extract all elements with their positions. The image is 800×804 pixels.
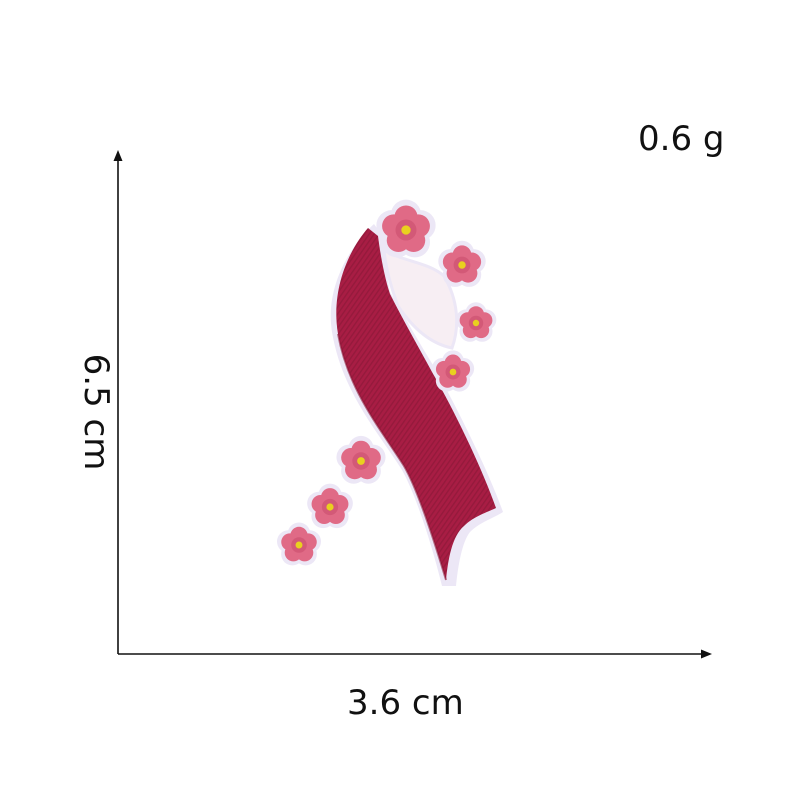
flower-icon: [276, 522, 322, 566]
flower-icon: [455, 302, 497, 342]
height-axis-arrow-icon: [113, 150, 123, 161]
width-dimension-label: 3.6 cm: [347, 683, 464, 723]
dimension-axes: [113, 150, 712, 659]
ribbon-inner-loop: [382, 247, 459, 350]
flower-icon: [307, 483, 353, 529]
ribbon-body: [336, 228, 496, 580]
ribbon-patch: [330, 224, 503, 586]
width-axis-arrow-icon: [701, 649, 712, 659]
weight-label: 0.6 g: [638, 119, 725, 159]
flower-icon: [336, 435, 386, 484]
flower-icon: [438, 240, 486, 287]
height-dimension-label: 6.5 cm: [76, 353, 116, 471]
flower-icon: [431, 350, 475, 392]
flower-icon: [376, 199, 436, 258]
